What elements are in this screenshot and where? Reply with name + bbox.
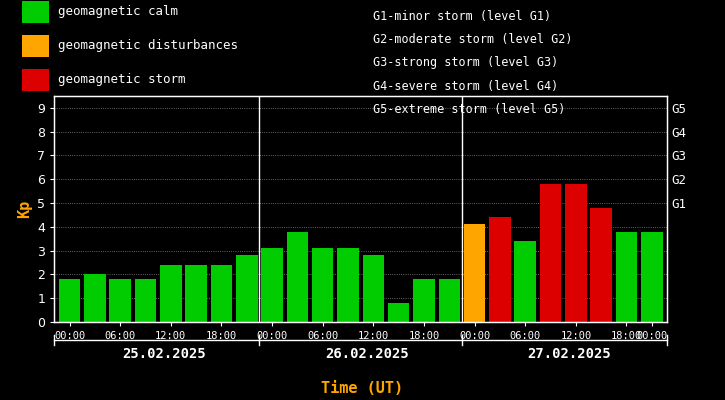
Text: G5-extreme storm (level G5): G5-extreme storm (level G5) xyxy=(373,103,566,116)
Bar xyxy=(439,279,460,322)
Text: G4-severe storm (level G4): G4-severe storm (level G4) xyxy=(373,80,559,93)
Text: G1-minor storm (level G1): G1-minor storm (level G1) xyxy=(373,10,552,23)
Bar xyxy=(489,217,510,322)
Bar xyxy=(464,224,485,322)
Bar xyxy=(312,248,334,322)
Bar xyxy=(515,241,536,322)
Bar xyxy=(362,255,384,322)
Bar xyxy=(261,248,283,322)
Bar xyxy=(641,232,663,322)
Bar xyxy=(186,265,207,322)
Bar xyxy=(84,274,106,322)
Text: geomagnetic disturbances: geomagnetic disturbances xyxy=(58,40,238,52)
Bar xyxy=(413,279,435,322)
Bar xyxy=(135,279,157,322)
Bar xyxy=(565,184,587,322)
Text: Time (UT): Time (UT) xyxy=(321,381,404,396)
Y-axis label: Kp: Kp xyxy=(17,200,32,218)
Text: geomagnetic calm: geomagnetic calm xyxy=(58,6,178,18)
Bar xyxy=(337,248,359,322)
Bar xyxy=(540,184,561,322)
Bar xyxy=(590,208,612,322)
Text: 25.02.2025: 25.02.2025 xyxy=(123,347,207,361)
Bar xyxy=(109,279,131,322)
Bar xyxy=(388,303,410,322)
Text: 27.02.2025: 27.02.2025 xyxy=(528,347,611,361)
Bar xyxy=(236,255,257,322)
Bar xyxy=(211,265,232,322)
Bar xyxy=(160,265,181,322)
Text: G2-moderate storm (level G2): G2-moderate storm (level G2) xyxy=(373,33,573,46)
Text: geomagnetic storm: geomagnetic storm xyxy=(58,74,186,86)
Bar xyxy=(616,232,637,322)
Bar xyxy=(59,279,80,322)
Bar xyxy=(286,232,308,322)
Text: G3-strong storm (level G3): G3-strong storm (level G3) xyxy=(373,56,559,69)
Text: 26.02.2025: 26.02.2025 xyxy=(325,347,409,361)
